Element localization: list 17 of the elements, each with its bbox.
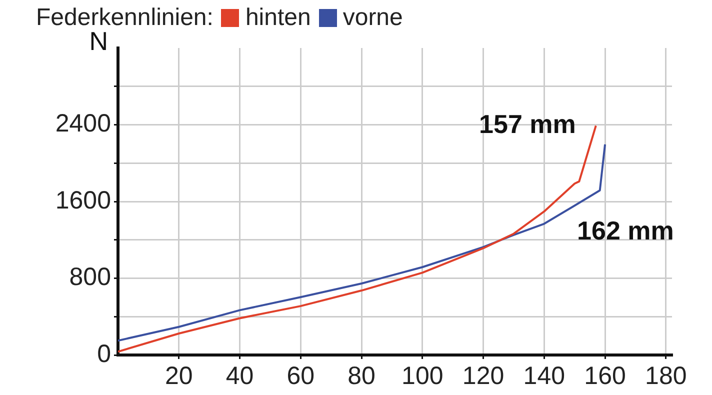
x-tick-label: 60	[286, 362, 315, 390]
y-tick-label: 1600	[55, 186, 111, 214]
x-tick-label: 180	[645, 362, 687, 390]
x-tick-label: 100	[402, 362, 444, 390]
x-tick-label: 140	[523, 362, 566, 390]
x-tick-label: 40	[226, 362, 254, 390]
legend-label: vorne	[342, 4, 403, 32]
x-tick-label: 120	[462, 362, 504, 390]
x-tick-label: 160	[584, 362, 626, 390]
y-tick-label: 800	[69, 263, 111, 292]
x-tick-label: 20	[164, 362, 193, 390]
x-tick-label: 80	[348, 362, 376, 390]
legend-label: hinten	[245, 4, 311, 32]
y-tick-label: 0	[97, 340, 111, 368]
y-tick-label: 2400	[55, 110, 111, 138]
annotation: 157 mm	[479, 108, 576, 139]
annotation: 162 mm	[577, 216, 674, 246]
